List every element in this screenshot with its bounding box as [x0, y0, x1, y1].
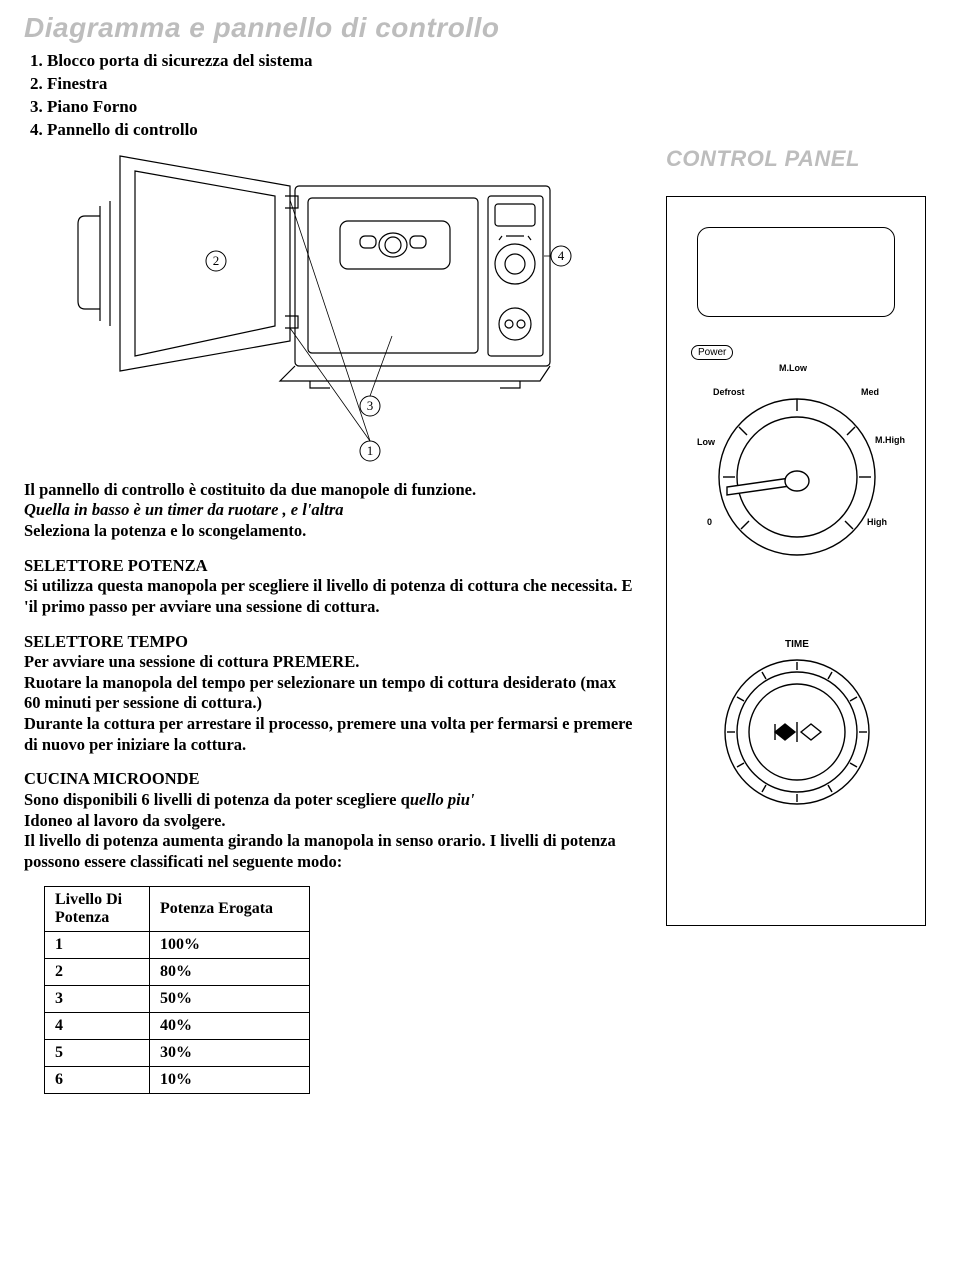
selettore-tempo-line-3: Durante la cottura per arrestare il proc…	[24, 714, 636, 755]
power-dial-icon	[697, 367, 897, 567]
cucina-line-2: Idoneo al lavoro da svolgere.	[24, 811, 636, 832]
dial-label-defrost: Defrost	[713, 387, 745, 397]
cucina-line-1: Sono disponibili 6 livelli di potenza da…	[24, 790, 636, 811]
dial-label-mhigh: M.High	[875, 435, 905, 445]
table-row: 280%	[45, 959, 310, 986]
dial-label-med: Med	[861, 387, 879, 397]
time-dial-icon	[717, 652, 877, 812]
callout-1: 1	[367, 443, 374, 458]
cucina-line-1b: uello piu'	[410, 790, 475, 809]
time-label: TIME	[785, 639, 809, 650]
legend-item-2: 2. Finestra	[30, 73, 936, 96]
dial-label-high: High	[867, 517, 887, 527]
selettore-tempo-section: SELETTORE TEMPO Per avviare una sessione…	[24, 632, 636, 756]
dial-label-zero: 0	[707, 517, 712, 527]
legend-item-4: 4. Pannello di controllo	[30, 119, 936, 142]
intro-line-3: Seleziona la potenza e lo scongelamento.	[24, 521, 636, 542]
power-level-table: Livello Di Potenza Potenza Erogata 1100%…	[44, 886, 310, 1094]
legend-item-1: 1. Blocco porta di sicurezza del sistema	[30, 50, 936, 73]
table-header-power: Potenza Erogata	[150, 887, 310, 932]
panel-display	[697, 227, 895, 317]
selettore-potenza-body: Si utilizza questa manopola per sceglier…	[24, 576, 636, 617]
callout-3: 3	[367, 398, 374, 413]
control-panel-title: CONTROL PANEL	[666, 146, 936, 172]
table-row: 440%	[45, 1013, 310, 1040]
cucina-line-1a: Sono disponibili 6 livelli di potenza da…	[24, 790, 410, 809]
dial-label-low: Low	[697, 437, 715, 447]
power-label-pill: Power	[691, 345, 733, 360]
callout-2: 2	[213, 253, 220, 268]
table-header-level: Livello Di Potenza	[45, 887, 150, 932]
dial-label-mlow: M.Low	[779, 363, 807, 373]
table-row: 610%	[45, 1067, 310, 1094]
selettore-tempo-line-1: Per avviare una sessione di cottura PREM…	[24, 652, 636, 673]
table-row: 350%	[45, 986, 310, 1013]
selettore-potenza-section: SELETTORE POTENZA Si utilizza questa man…	[24, 556, 636, 618]
table-row: 530%	[45, 1040, 310, 1067]
intro-line-2: Quella in basso è un timer da ruotare , …	[24, 500, 636, 521]
cucina-line-3: Il livello di potenza aumenta girando la…	[24, 831, 636, 872]
callout-4: 4	[558, 248, 565, 263]
table-row: 1100%	[45, 932, 310, 959]
selettore-tempo-line-2: Ruotare la manopola del tempo per selezi…	[24, 673, 636, 714]
page-title: Diagramma e pannello di controllo	[24, 12, 936, 44]
cucina-microonde-section: CUCINA MICROONDE Sono disponibili 6 live…	[24, 769, 636, 872]
intro-line-1: Il pannello di controllo è costituito da…	[24, 480, 636, 501]
selettore-tempo-heading: SELETTORE TEMPO	[24, 632, 636, 653]
control-panel-diagram: Power M.Low	[666, 196, 926, 926]
intro-paragraph: Il pannello di controllo è costituito da…	[24, 480, 636, 542]
legend-list: 1. Blocco porta di sicurezza del sistema…	[24, 50, 936, 142]
cucina-heading: CUCINA MICROONDE	[24, 769, 636, 790]
selettore-potenza-heading: SELETTORE POTENZA	[24, 556, 636, 577]
legend-item-3: 3. Piano Forno	[30, 96, 936, 119]
microwave-diagram: 2 4 3 1	[50, 146, 610, 466]
